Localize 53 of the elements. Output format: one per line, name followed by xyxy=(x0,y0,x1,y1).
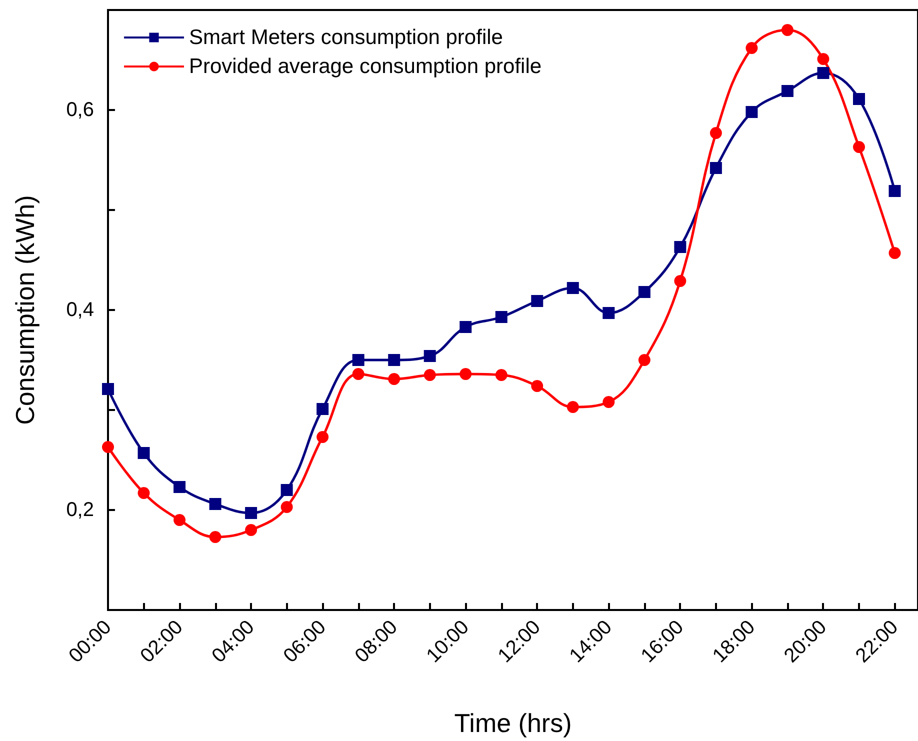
point xyxy=(245,507,258,519)
point xyxy=(352,368,364,380)
point xyxy=(746,42,758,54)
point xyxy=(817,67,830,79)
point xyxy=(316,403,329,415)
point xyxy=(174,514,186,526)
point xyxy=(138,447,150,459)
point xyxy=(102,383,114,395)
point xyxy=(888,247,901,259)
point xyxy=(280,484,293,496)
y-tick-label: 0,6 xyxy=(66,99,94,121)
point xyxy=(460,321,472,333)
point xyxy=(602,307,615,319)
point xyxy=(746,106,758,118)
point xyxy=(280,501,293,513)
point xyxy=(602,396,615,408)
point xyxy=(209,498,222,510)
point xyxy=(460,368,472,380)
point xyxy=(781,85,794,97)
point xyxy=(817,53,830,65)
legend-label: Provided average consumption profile xyxy=(189,55,542,78)
y-axis-title: Consumption (kWh) xyxy=(10,195,40,425)
point xyxy=(209,531,222,543)
point xyxy=(710,162,722,174)
point xyxy=(102,441,114,453)
point xyxy=(566,401,579,413)
point xyxy=(674,275,686,287)
point xyxy=(174,481,186,493)
point xyxy=(566,282,579,294)
point xyxy=(852,93,865,105)
point xyxy=(352,354,364,366)
point xyxy=(531,295,544,307)
point xyxy=(388,373,400,385)
legend-label: Smart Meters consumption profile xyxy=(189,26,503,49)
point xyxy=(424,350,436,362)
x-axis-title: Time (hrs) xyxy=(454,708,572,738)
point xyxy=(495,311,508,323)
point xyxy=(853,141,865,153)
point xyxy=(638,286,650,298)
point xyxy=(531,380,544,392)
point xyxy=(495,369,508,381)
y-tick-label: 0,4 xyxy=(66,299,94,321)
point xyxy=(781,24,794,36)
y-tick-label: 0,2 xyxy=(66,499,94,521)
point xyxy=(888,185,901,197)
point xyxy=(710,127,722,139)
point xyxy=(138,487,150,499)
point xyxy=(388,354,400,366)
point xyxy=(316,431,329,443)
point xyxy=(638,354,650,366)
point xyxy=(674,241,686,253)
point xyxy=(245,524,258,536)
point xyxy=(424,369,436,381)
